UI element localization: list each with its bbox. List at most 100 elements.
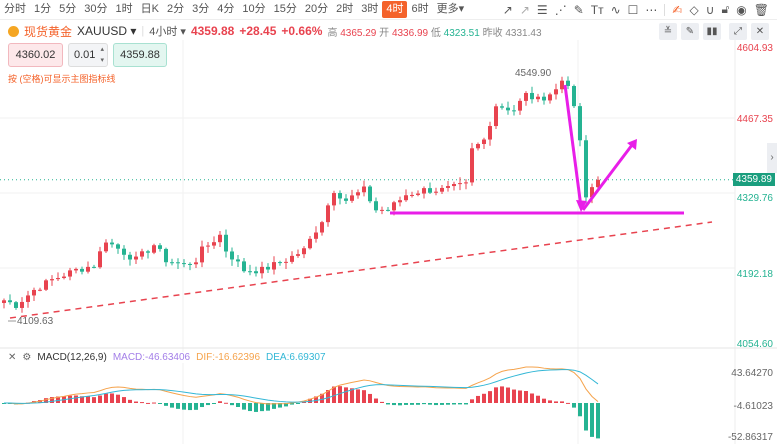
prev-close-label: 昨收 xyxy=(482,27,503,39)
period-tab[interactable]: 1时 xyxy=(115,3,133,15)
period-tab[interactable]: 3时 xyxy=(361,3,379,15)
macd-bar xyxy=(512,389,516,403)
pen-icon[interactable]: ✎ xyxy=(573,2,584,17)
symbol-name: 现货黄金 xyxy=(24,24,73,39)
candle xyxy=(404,195,408,201)
sell-button[interactable]: 4360.02 xyxy=(8,43,63,67)
macd-bar xyxy=(248,403,252,412)
candle xyxy=(584,140,588,198)
macd-bar xyxy=(440,403,444,405)
period-tab[interactable]: 4分 xyxy=(217,3,235,15)
period-tab[interactable]: 更多▾ xyxy=(436,3,465,15)
close-indicator-icon[interactable]: ✕ xyxy=(8,352,17,363)
macd-bar xyxy=(224,402,228,404)
ray-icon[interactable]: ↗ xyxy=(519,2,530,17)
candle xyxy=(572,86,576,107)
period-tab[interactable]: 日K xyxy=(140,3,159,15)
more-icon[interactable]: ⋯ xyxy=(645,2,658,17)
macd-bar xyxy=(140,402,144,404)
macd-bar xyxy=(260,403,264,412)
period-tab[interactable]: 5分 xyxy=(59,3,77,15)
candle xyxy=(170,262,174,264)
candle xyxy=(56,278,60,280)
candle xyxy=(362,186,366,193)
axis-label: 4192.18 xyxy=(736,269,773,280)
fib-icon[interactable]: ☰ xyxy=(536,2,548,17)
rect-icon[interactable]: ☐ xyxy=(627,2,639,17)
candle xyxy=(68,270,72,277)
divider: | xyxy=(141,25,145,37)
candle xyxy=(8,300,12,303)
period-tab[interactable]: 10分 xyxy=(242,3,266,15)
period-tab[interactable]: 3分 xyxy=(192,3,210,15)
candle xyxy=(152,245,156,253)
low-marker-label: 4109.63 xyxy=(17,316,54,327)
candle-type-icon[interactable]: ▮▮ xyxy=(703,23,721,40)
settings-icon[interactable]: ⚙ xyxy=(22,352,32,363)
period-tab[interactable]: 20分 xyxy=(304,3,329,15)
stepper-arrows-icon[interactable]: ▴ ▾ xyxy=(100,46,104,64)
axis-label: 4054.60 xyxy=(736,339,773,350)
fullscreen-icon[interactable]: ⤢ xyxy=(729,23,747,40)
edit-icon[interactable]: ✍ xyxy=(672,2,683,17)
text-icon[interactable]: Tт xyxy=(590,2,604,17)
candle xyxy=(212,242,216,246)
period-tab[interactable]: 分时 xyxy=(4,3,26,15)
period-tab[interactable]: 2分 xyxy=(166,3,185,15)
period-tab[interactable]: 4时 xyxy=(382,1,408,18)
eraser-icon[interactable]: ◇ xyxy=(689,2,699,17)
period-tab[interactable]: 15分 xyxy=(273,3,297,15)
macd-axis-label: -4.61023 xyxy=(733,401,773,412)
high-marker-label: 4549.90 xyxy=(515,68,552,79)
macd-bar xyxy=(212,403,216,404)
period-tab[interactable]: 30分 xyxy=(84,3,108,15)
macd-bar xyxy=(188,403,192,411)
macd-bar xyxy=(374,398,378,403)
scroll-right-button[interactable]: › xyxy=(767,143,777,173)
macd-label: MACD(12,26,9) xyxy=(37,352,107,363)
gold-icon xyxy=(8,25,19,37)
fan-icon[interactable]: ⋰ xyxy=(554,2,567,17)
trend-line-icon[interactable]: ↗ xyxy=(502,2,513,17)
interval-select[interactable]: 4小时 ▾ xyxy=(149,26,186,38)
period-tab[interactable]: 1分 xyxy=(34,3,52,15)
magnet-icon[interactable]: ∪ xyxy=(705,2,715,17)
candle xyxy=(410,194,414,196)
macd-bar xyxy=(536,395,540,403)
macd-bar xyxy=(452,403,456,405)
period-tab[interactable]: 6时 xyxy=(411,3,429,15)
macd-bar xyxy=(290,403,294,405)
candle xyxy=(98,251,102,268)
close-icon[interactable]: ✕ xyxy=(751,23,769,40)
candle xyxy=(434,191,438,193)
candle xyxy=(554,89,558,95)
quantity-value: 0.01 xyxy=(74,49,96,61)
period-tab[interactable]: 2时 xyxy=(336,3,354,15)
macd-bar xyxy=(422,403,426,405)
candle xyxy=(188,263,192,265)
macd-bar xyxy=(584,403,588,431)
lock-icon[interactable]: 🔓︎ xyxy=(721,2,730,16)
trash-icon[interactable]: 🗑︎ xyxy=(753,2,769,17)
macd-bar xyxy=(236,403,240,407)
candle xyxy=(176,262,180,264)
quantity-stepper[interactable]: 0.01 ▴ ▾ xyxy=(68,43,108,67)
macd-bar xyxy=(320,393,324,403)
macd-bar xyxy=(272,403,276,409)
buy-button[interactable]: 4359.88 xyxy=(113,43,167,67)
candle xyxy=(242,261,246,272)
candle xyxy=(164,248,168,263)
candle xyxy=(134,256,138,260)
macd-bar xyxy=(116,394,120,403)
wave-icon[interactable]: ∿ xyxy=(610,2,621,17)
macd-bar xyxy=(134,401,138,403)
macd-bar xyxy=(332,386,336,403)
period-bar: 分时 1分 5分 30分 1时 日K 2分 3分 4分 10分 15分 20分 2时 3时 4时 6时 更多▾ xyxy=(0,0,470,19)
candle xyxy=(182,263,186,265)
draw-icon[interactable]: ✎ xyxy=(681,23,699,40)
candle xyxy=(542,96,546,101)
eye-icon[interactable]: ◉ xyxy=(736,2,747,17)
symbol-select[interactable]: XAUUSD ▾ xyxy=(77,24,137,38)
indicator-icon[interactable]: ≚ xyxy=(659,23,677,40)
